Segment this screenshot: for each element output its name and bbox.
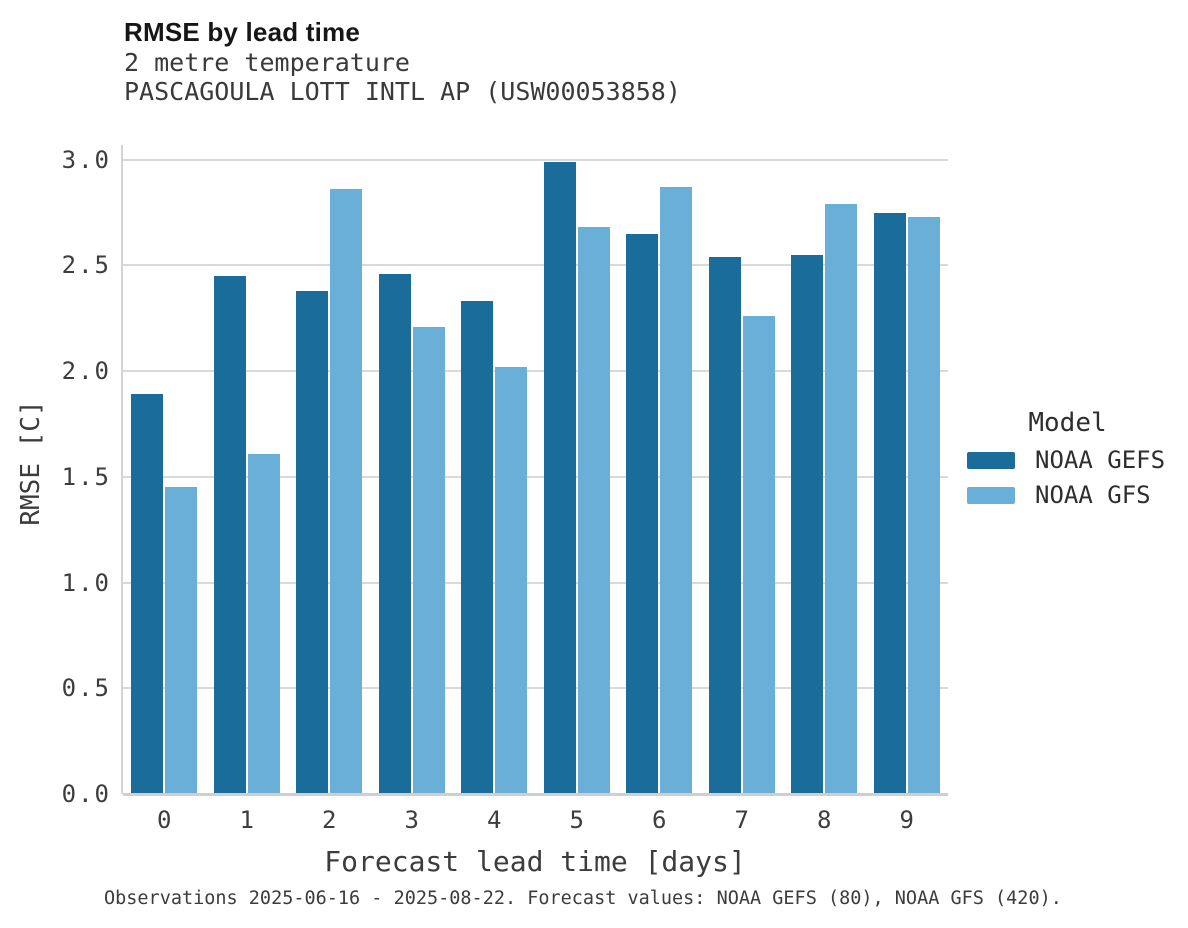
legend-item-noaa-gfs: NOAA GFS	[967, 481, 1185, 509]
x-tick-label-5: 5	[569, 806, 584, 834]
bar-noaa-gefs-lead-9	[873, 212, 906, 794]
gridline-0.5	[123, 687, 948, 690]
x-tick-label-1: 1	[239, 806, 254, 834]
y-tick-label: 2.5	[61, 251, 111, 280]
bar-noaa-gfs-lead-9	[907, 216, 940, 794]
legend-title: Model	[1028, 408, 1107, 438]
gridline-1.0	[123, 581, 948, 584]
bar-noaa-gefs-lead-5	[543, 161, 576, 794]
y-tick-label: 1.5	[61, 462, 111, 491]
gridline-2.5	[123, 264, 948, 267]
bar-noaa-gfs-lead-2	[330, 189, 363, 794]
x-axis-baseline	[123, 793, 948, 796]
legend-swatch	[967, 451, 1015, 469]
legend-item-noaa-gefs: NOAA GEFS	[967, 446, 1185, 474]
bar-noaa-gfs-lead-6	[660, 187, 693, 794]
bar-noaa-gefs-lead-7	[708, 257, 741, 794]
x-tick-label-3: 3	[404, 806, 419, 834]
gridline-2.0	[123, 370, 948, 373]
x-tick-label-6: 6	[652, 806, 667, 834]
caption: Observations 2025-06-16 - 2025-08-22. Fo…	[104, 888, 1062, 909]
bar-noaa-gefs-lead-8	[791, 254, 824, 794]
legend-items: NOAA GEFS NOAA GFS	[950, 446, 1185, 509]
bar-noaa-gfs-lead-7	[742, 316, 775, 794]
x-tick-label-7: 7	[734, 806, 749, 834]
bar-noaa-gfs-lead-3	[412, 326, 445, 794]
y-tick-label: 0.5	[61, 674, 111, 703]
y-tick-label: 2.0	[61, 357, 111, 386]
x-tick-label-9: 9	[899, 806, 914, 834]
chart-title: RMSE by lead time	[124, 17, 361, 47]
y-tick-label: 0.0	[61, 780, 111, 808]
y-axis-label: RMSE [C]	[16, 400, 46, 526]
x-tick-label-2: 2	[322, 806, 337, 834]
bar-noaa-gefs-lead-4	[461, 301, 494, 794]
y-tick-label: 1.0	[61, 568, 111, 597]
bar-noaa-gefs-lead-6	[626, 233, 659, 794]
gridline-3.0	[123, 158, 948, 161]
bar-noaa-gfs-lead-4	[495, 366, 528, 794]
y-tick-label: 3.0	[61, 145, 111, 174]
bar-noaa-gefs-lead-2	[296, 290, 329, 794]
legend-label: NOAA GEFS	[1035, 446, 1166, 474]
legend-swatch	[967, 486, 1015, 504]
chart-subtitle-variable: 2 metre temperature	[124, 48, 410, 77]
bar-noaa-gefs-lead-3	[378, 273, 411, 794]
x-tick-label-4: 4	[487, 806, 502, 834]
bar-noaa-gfs-lead-8	[825, 204, 858, 794]
x-tick-label-8: 8	[817, 806, 832, 834]
x-axis-label: Forecast lead time [days]	[324, 845, 746, 878]
bar-noaa-gefs-lead-0	[131, 394, 164, 794]
legend: Model NOAA GEFS NOAA GFS	[950, 408, 1185, 520]
chart-subtitle-station: PASCAGOULA LOTT INTL AP (USW00053858)	[124, 77, 681, 106]
bar-noaa-gfs-lead-5	[577, 227, 610, 794]
gridline-1.5	[123, 475, 948, 478]
x-tick-label-0: 0	[157, 806, 172, 834]
bar-noaa-gfs-lead-1	[247, 453, 280, 794]
bar-noaa-gefs-lead-1	[213, 276, 246, 794]
y-axis-spine	[121, 145, 123, 794]
bar-noaa-gfs-lead-0	[165, 487, 198, 794]
legend-label: NOAA GFS	[1035, 481, 1151, 509]
chart-header: RMSE by lead time 2 metre temperature PA…	[124, 16, 681, 106]
